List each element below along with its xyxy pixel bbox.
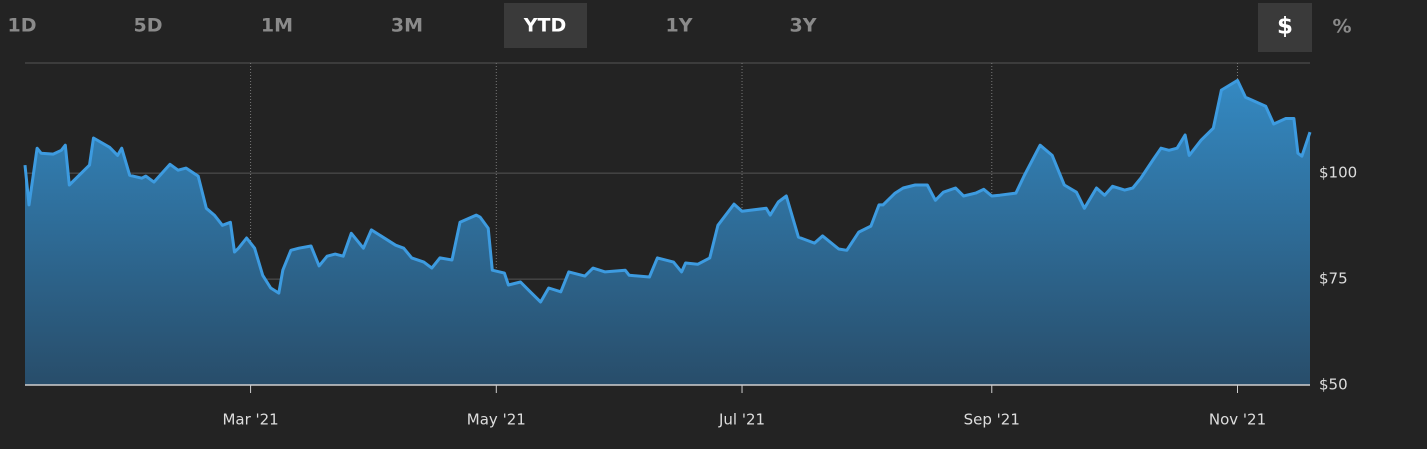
unit-button[interactable]: $	[1277, 14, 1293, 40]
unit-button-bg	[1258, 3, 1312, 52]
x-tick-label: Nov '21	[1209, 411, 1266, 429]
range-button[interactable]: YTD	[523, 15, 567, 37]
plot	[23, 78, 1312, 386]
x-tick-label: Mar '21	[222, 411, 278, 429]
range-button[interactable]: 3Y	[790, 15, 817, 37]
y-tick-label: $100	[1319, 164, 1357, 182]
range-button[interactable]: 3M	[391, 15, 423, 37]
area	[25, 80, 1310, 386]
range-button[interactable]: 5D	[134, 15, 163, 37]
price-line	[23, 78, 1312, 304]
range-button[interactable]: 1M	[261, 15, 293, 37]
axes: $50 $75 $100 Mar '21 May '21 Jul '21 Sep '21 No…	[25, 164, 1357, 429]
controls: 1D 5D 1M 3M YTD 1Y 3Y $%	[8, 3, 1352, 52]
x-tick-label: May '21	[467, 411, 526, 429]
range-button[interactable]: 1D	[8, 15, 37, 37]
x-tick-label: Sep '21	[964, 411, 1020, 429]
unit-button[interactable]: %	[1332, 16, 1351, 38]
x-tick-label: Jul '21	[718, 411, 765, 429]
y-tick-label: $50	[1319, 376, 1348, 394]
y-tick-label: $75	[1319, 270, 1348, 288]
range-button-bg	[504, 3, 587, 48]
range-button[interactable]: 1Y	[666, 15, 693, 37]
